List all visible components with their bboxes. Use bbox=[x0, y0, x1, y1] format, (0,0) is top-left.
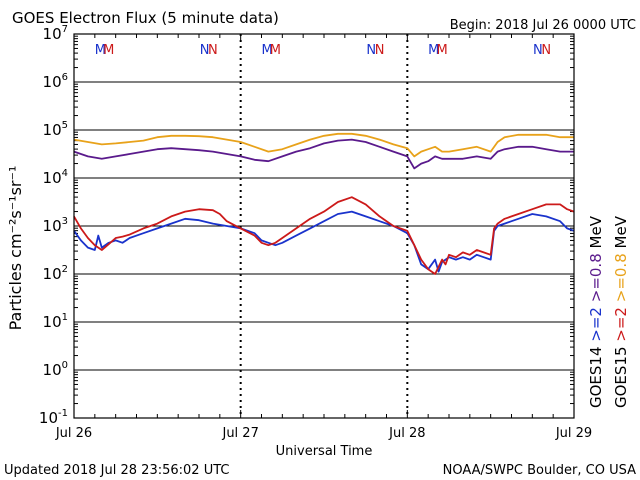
marker-label: M bbox=[261, 43, 272, 58]
legend-column: GOES14 >=2 >=0.8 MeV bbox=[587, 215, 605, 408]
x-tick-label: Jul 28 bbox=[388, 426, 425, 441]
chart-title: GOES Electron Flux (5 minute data) bbox=[12, 9, 279, 27]
data-series bbox=[73, 132, 575, 275]
legend-entry: MeV bbox=[587, 215, 605, 253]
x-tick-labels: Jul 26 Jul 27 Jul 28 Jul 29 bbox=[55, 426, 592, 441]
y-tick-label: 100 bbox=[43, 360, 68, 379]
begin-date: Begin: 2018 Jul 26 0000 UTC bbox=[450, 18, 636, 33]
legend-column: GOES15 >=2 >=0.8 MeV bbox=[612, 215, 630, 408]
credit-text: NOAA/SWPC Boulder, CO USA bbox=[443, 463, 636, 478]
updated-timestamp: Updated 2018 Jul 28 23:56:02 UTC bbox=[4, 463, 229, 478]
marker-label: N bbox=[541, 43, 551, 58]
x-tick-label: Jul 26 bbox=[55, 426, 92, 441]
y-tick-label: 102 bbox=[43, 264, 68, 283]
series-line bbox=[73, 132, 574, 158]
x-tick-label: Jul 29 bbox=[555, 426, 592, 441]
series-line bbox=[73, 196, 575, 275]
y-tick-label: 105 bbox=[43, 120, 68, 139]
legend-entry: GOES14 bbox=[587, 346, 605, 408]
x-axis-label: Universal Time bbox=[276, 444, 373, 459]
marker-label: M bbox=[436, 43, 447, 58]
marker-label: M bbox=[270, 43, 281, 58]
y-gridlines bbox=[74, 35, 574, 405]
marker-label: N bbox=[366, 43, 376, 58]
legend-entry: >=2 bbox=[612, 307, 630, 346]
y-tick-label: 10-1 bbox=[39, 408, 68, 427]
series-line bbox=[73, 138, 574, 170]
legend-entry: >=2 bbox=[587, 307, 605, 346]
marker-label: M bbox=[428, 43, 439, 58]
y-tick-labels: 10-1 100 101 102 103 104 105 106 107 bbox=[39, 24, 68, 427]
series-line bbox=[73, 210, 575, 273]
y-axis-label: Particles cm⁻²s⁻¹sr⁻¹ bbox=[6, 166, 25, 331]
x-tick-label: Jul 27 bbox=[221, 426, 258, 441]
legend-entry: GOES15 bbox=[612, 346, 630, 408]
y-tick-label: 107 bbox=[43, 24, 68, 43]
marker-label: N bbox=[200, 43, 210, 58]
legend-entry: >=0.8 bbox=[587, 253, 605, 307]
y-tick-label: 104 bbox=[43, 168, 68, 187]
y-tick-label: 106 bbox=[43, 72, 68, 91]
marker-label: N bbox=[375, 43, 385, 58]
legend-entry: MeV bbox=[612, 215, 630, 253]
marker-label: M bbox=[95, 43, 106, 58]
marker-label: N bbox=[208, 43, 218, 58]
marker-label: N bbox=[533, 43, 543, 58]
legend-entry: >=0.8 bbox=[612, 253, 630, 307]
y-tick-label: 103 bbox=[43, 216, 68, 235]
y-tick-label: 101 bbox=[43, 312, 68, 331]
local-noon-midnight-markers: MM NN MM NN MM NN bbox=[95, 43, 551, 58]
plot-frame bbox=[73, 33, 575, 419]
marker-label: M bbox=[103, 43, 114, 58]
